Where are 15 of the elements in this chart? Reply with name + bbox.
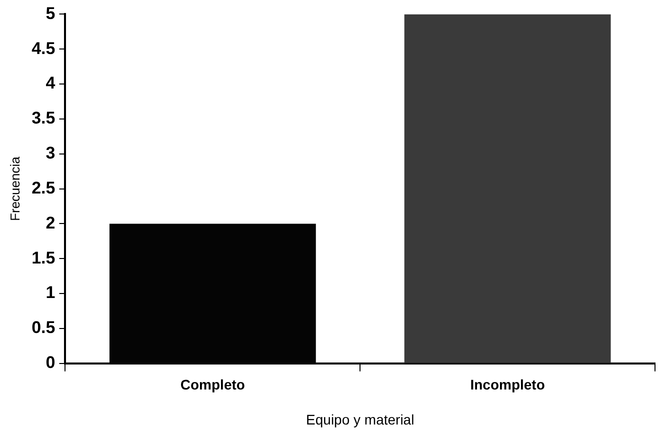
y-tick-label: 2 (46, 213, 56, 232)
y-tick-label: 4 (46, 74, 56, 93)
y-tick-label: 3.5 (32, 108, 56, 128)
x-tick-label: Incompleto (470, 376, 545, 393)
y-axis-title: Frecuencia (7, 156, 22, 221)
y-tick-label: 4.5 (32, 38, 56, 58)
y-tick-label: 1 (46, 283, 56, 302)
y-tick-label: 0 (46, 353, 56, 372)
y-tick-label: 1.5 (32, 248, 56, 268)
y-tick-label: 0.5 (32, 318, 56, 338)
y-tick-label: 3 (46, 144, 56, 163)
x-axis-title: Equipo y material (306, 411, 414, 428)
x-tick-label: Completo (180, 376, 245, 393)
y-tick-label: 2.5 (32, 178, 56, 198)
y-tick-label: 5 (46, 4, 56, 23)
